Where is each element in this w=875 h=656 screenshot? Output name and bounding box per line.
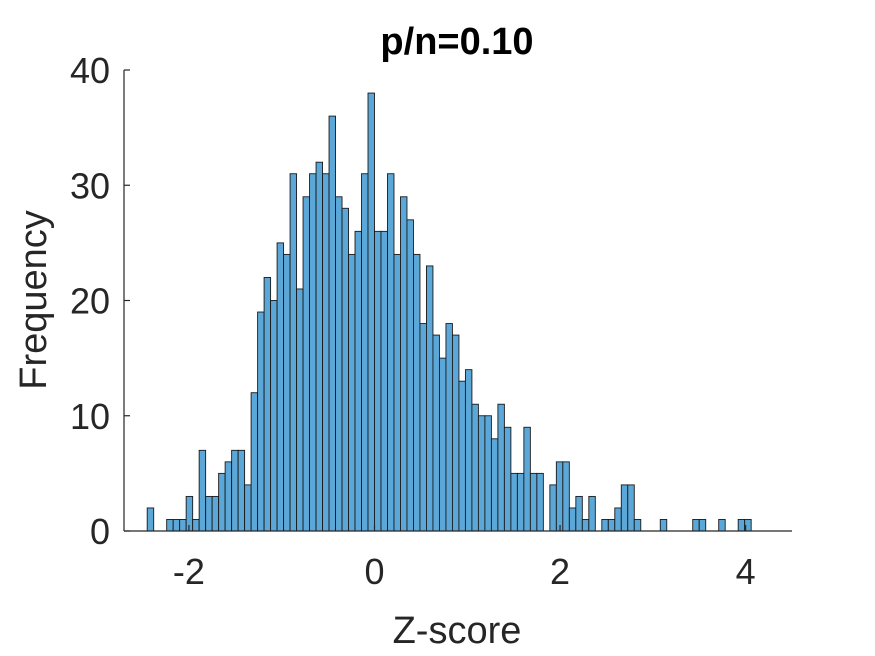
- histogram-bar: [237, 449, 246, 532]
- histogram-bar: [224, 461, 233, 532]
- chart-title: p/n=0.10: [380, 21, 533, 63]
- histogram-bar: [315, 161, 323, 532]
- histogram-bar: [302, 196, 311, 532]
- y-tick-label: 40: [70, 50, 110, 91]
- histogram-bar: [568, 507, 577, 532]
- histogram-bar: [445, 323, 453, 532]
- histogram-bar: [588, 495, 596, 532]
- histogram-bar: [205, 495, 213, 532]
- histogram-bar: [497, 403, 505, 532]
- histogram-bar: [529, 472, 538, 532]
- histogram-bar: [322, 173, 330, 532]
- histogram-bar: [432, 334, 440, 532]
- histogram-bar: [426, 265, 434, 532]
- histogram-bar: [471, 403, 479, 532]
- histogram-bar: [400, 196, 408, 532]
- histogram-bar: [296, 288, 304, 532]
- y-ticks-group: 0 10 20 30 40: [70, 50, 130, 552]
- histogram-bar: [341, 207, 349, 532]
- bars-group: [146, 92, 752, 532]
- histogram-bar: [393, 253, 401, 532]
- histogram-bar: [166, 519, 174, 532]
- histogram-bar: [244, 484, 252, 532]
- y-tick-label: 20: [70, 281, 110, 322]
- histogram-bar: [380, 230, 388, 532]
- histogram-bar: [484, 415, 492, 532]
- histogram-bar: [192, 519, 200, 532]
- x-axis-label: Z-score: [393, 610, 522, 652]
- histogram-bar: [601, 519, 609, 532]
- histogram-bar: [335, 196, 343, 532]
- histogram-bar: [406, 219, 414, 532]
- x-tick-label: 2: [550, 551, 570, 592]
- histogram-bar: [562, 461, 570, 532]
- x-tick-label: 4: [736, 551, 756, 592]
- histogram-bar: [328, 115, 336, 532]
- histogram-bar: [354, 230, 362, 532]
- histogram-bar: [270, 300, 278, 532]
- histogram-bar: [451, 334, 460, 532]
- histogram-bar: [510, 472, 518, 532]
- histogram-bar: [231, 449, 239, 532]
- histogram-bar: [490, 438, 499, 532]
- histogram-bar: [198, 449, 207, 532]
- histogram-bar: [555, 461, 564, 532]
- histogram-bar: [179, 519, 187, 532]
- x-tick-label: 0: [364, 551, 384, 592]
- histogram-bar: [692, 519, 700, 532]
- histogram-bar: [698, 519, 707, 532]
- histogram-bar: [614, 507, 622, 532]
- histogram-bar: [367, 92, 375, 532]
- histogram-bar: [211, 495, 220, 532]
- histogram-bar: [536, 472, 544, 532]
- histogram-bar: [659, 519, 668, 532]
- y-tick-label: 0: [90, 511, 110, 552]
- histogram-bar: [464, 369, 473, 532]
- histogram-bar: [276, 242, 285, 532]
- histogram-bar: [309, 173, 317, 532]
- histogram-bar: [361, 173, 369, 532]
- histogram-bar: [172, 519, 181, 532]
- histogram-bar: [516, 472, 525, 532]
- y-tick-label: 30: [70, 165, 110, 206]
- histogram-bar: [438, 357, 447, 532]
- histogram-bar: [523, 426, 531, 532]
- x-ticks-group: -2 0 2 4: [173, 525, 756, 592]
- histogram-bar: [458, 380, 466, 532]
- histogram-bar: [620, 484, 629, 532]
- histogram-bar: [289, 173, 298, 532]
- histogram-bar: [283, 253, 291, 532]
- histogram-bar: [374, 230, 382, 532]
- histogram-bar: [250, 392, 259, 532]
- histogram-bar: [218, 472, 226, 532]
- histogram-bar: [257, 311, 265, 532]
- histogram-bar: [549, 484, 557, 532]
- histogram-bar: [575, 495, 583, 532]
- histogram-bar: [263, 277, 272, 532]
- x-tick-label: -2: [173, 551, 205, 592]
- histogram-bar: [348, 253, 356, 532]
- y-axis-label: Frequency: [13, 210, 55, 390]
- histogram-bar: [477, 415, 486, 532]
- histogram-bar: [633, 519, 642, 532]
- histogram-bar: [503, 426, 512, 532]
- histogram-bar: [607, 519, 616, 532]
- histogram-bar: [718, 519, 726, 532]
- y-tick-label: 10: [70, 396, 110, 437]
- histogram-bar: [419, 323, 427, 532]
- histogram-bar: [581, 519, 590, 532]
- histogram-bar: [627, 484, 635, 532]
- histogram-bar: [413, 253, 421, 532]
- histogram-bar: [737, 519, 746, 532]
- histogram-bar: [146, 507, 155, 532]
- histogram-bar: [387, 173, 395, 532]
